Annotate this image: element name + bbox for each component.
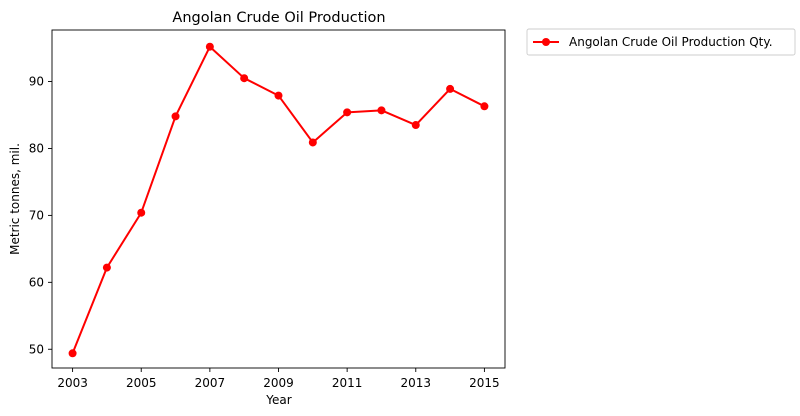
data-point <box>308 138 317 147</box>
y-tick-label: 90 <box>29 75 44 89</box>
y-tick-label: 80 <box>29 141 44 155</box>
x-tick-label: 2013 <box>400 376 431 390</box>
chart-title: Angolan Crude Oil Production <box>172 10 385 26</box>
x-axis: 2003 2005 2007 2009 2011 2013 2015 <box>57 368 500 390</box>
y-axis: 50 60 70 80 90 <box>29 75 52 356</box>
y-axis-label: Metric tonnes, mil. <box>8 143 22 255</box>
data-point <box>377 106 386 115</box>
data-point <box>137 208 146 217</box>
legend-marker-swatch <box>542 38 550 46</box>
x-axis-label: Year <box>265 393 291 407</box>
data-point <box>343 108 352 117</box>
data-point <box>68 349 77 358</box>
x-tick-label: 2005 <box>126 376 157 390</box>
data-point <box>240 74 249 83</box>
x-tick-label: 2007 <box>195 376 226 390</box>
data-point <box>205 42 214 51</box>
data-point <box>480 102 489 111</box>
data-point <box>446 84 455 93</box>
plot-area <box>51 29 506 369</box>
legend-entry-label: Angolan Crude Oil Production Qty. <box>569 35 773 49</box>
legend: Angolan Crude Oil Production Qty. <box>526 28 796 56</box>
data-point <box>411 121 420 130</box>
x-tick-label: 2009 <box>263 376 294 390</box>
y-tick-label: 70 <box>29 208 44 222</box>
x-tick-label: 2011 <box>332 376 363 390</box>
data-point <box>171 112 180 121</box>
series-layer <box>68 42 489 358</box>
x-tick-label: 2003 <box>57 376 88 390</box>
y-tick-label: 50 <box>29 342 44 356</box>
data-point <box>274 91 283 100</box>
y-tick-label: 60 <box>29 275 44 289</box>
x-tick-label: 2015 <box>469 376 500 390</box>
legend-box <box>526 28 796 56</box>
data-point <box>102 263 111 272</box>
